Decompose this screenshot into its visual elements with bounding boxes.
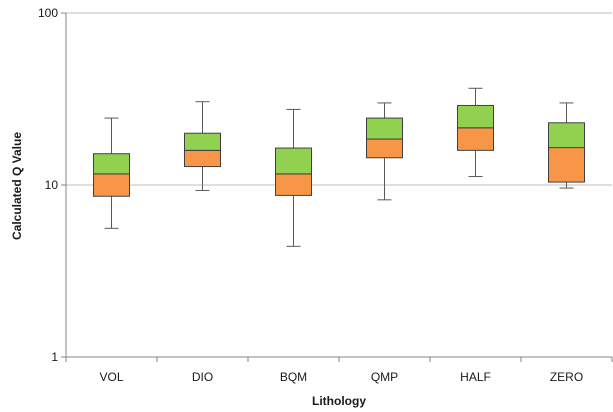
upper-quartile-box [366,117,403,140]
upper-quartile-box [548,122,585,149]
upper-quartile-box [457,104,494,129]
lower-quartile-box [457,127,494,151]
box-layer [93,87,585,247]
label-layer: 1 10 100 VOL DIO BQM QMP HALF ZERO [38,6,583,384]
upper-quartile-box [93,153,130,175]
box-vol [93,117,130,229]
box-zero [548,102,585,189]
x-tick-label: DIO [192,370,213,384]
lower-quartile-box [275,173,312,196]
x-tick-label: QMP [371,370,398,384]
y-tick-label: 10 [45,178,59,192]
x-tick-label: HALF [460,370,491,384]
upper-quartile-box [275,147,312,175]
x-tick-label: BQM [280,370,307,384]
box-dio [184,101,221,191]
x-tick-label: ZERO [550,370,583,384]
box-half [457,87,494,178]
y-axis-title: Calculated Q Value [10,132,24,240]
lower-quartile-box [366,138,403,159]
x-axis-title: Lithology [312,394,366,408]
box-bqm [275,108,312,247]
x-tick-label: VOL [99,370,123,384]
lower-quartile-box [93,173,130,197]
axis-layer [61,12,613,362]
y-tick-label: 1 [51,350,58,364]
upper-quartile-box [184,132,221,151]
y-tick-label: 100 [38,6,58,20]
grid-layer [66,12,612,186]
lower-quartile-box [184,149,221,168]
lower-quartile-box [548,147,585,183]
box-qmp [366,102,403,201]
